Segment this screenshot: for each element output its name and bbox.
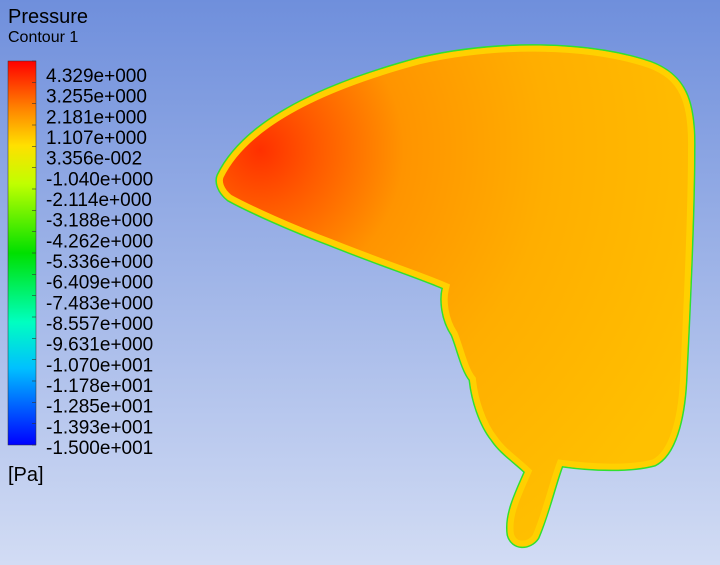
legend-label: -2.114e+000 <box>46 190 152 211</box>
legend-label: -1.285e+001 <box>46 397 153 418</box>
legend-label: 3.356e-002 <box>46 149 142 170</box>
legend-label: -6.409e+000 <box>46 273 153 294</box>
legend-label: 1.107e+000 <box>46 128 147 149</box>
legend-label: -1.070e+001 <box>46 355 153 376</box>
legend-unit: [Pa] <box>8 464 44 486</box>
legend-label: -8.557e+000 <box>46 314 153 335</box>
legend-label: -3.188e+000 <box>46 211 153 232</box>
legend-label: -1.178e+001 <box>46 376 153 397</box>
legend-label: 4.329e+000 <box>46 66 147 87</box>
legend-label: -1.040e+000 <box>46 169 153 190</box>
title: Pressure <box>8 6 88 28</box>
legend-label: -7.483e+000 <box>46 293 153 314</box>
legend-label: -4.262e+000 <box>46 231 153 252</box>
legend-label: -1.500e+001 <box>46 438 153 459</box>
legend-label: 2.181e+000 <box>46 107 147 128</box>
legend-labels: 4.329e+0003.255e+0002.181e+0001.107e+000… <box>32 60 153 459</box>
legend-label: 3.255e+000 <box>46 87 147 108</box>
legend-label: -9.631e+000 <box>46 335 153 356</box>
legend-label: -5.336e+000 <box>46 252 153 273</box>
subtitle: Contour 1 <box>8 29 78 46</box>
color-bar <box>7 60 37 446</box>
legend-label: -1.393e+001 <box>46 417 153 438</box>
